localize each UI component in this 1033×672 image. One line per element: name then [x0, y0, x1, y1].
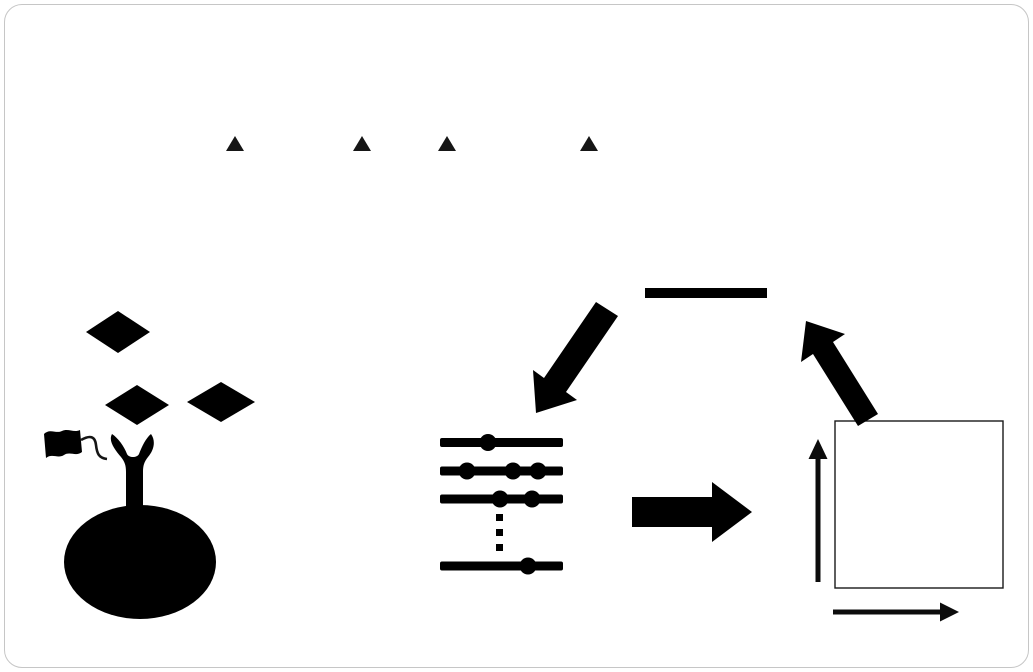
cell-ellipse: [64, 505, 216, 619]
site-triangle-icon: [226, 136, 244, 151]
mutation-dot: [458, 462, 476, 480]
rbd-diamond-icon: [105, 385, 169, 425]
rbd-diamond-icon: [86, 311, 150, 353]
x-axis-arrowhead-icon: [940, 602, 959, 622]
site-triangle-icon: [353, 136, 371, 151]
linker-segment: [224, 106, 249, 122]
facs-plot-frame: [834, 420, 1004, 589]
domain-ha: [175, 88, 224, 139]
ha-tag-connector: [80, 435, 108, 461]
facs-plot: [808, 420, 1004, 622]
lentivirus-arrow: [632, 482, 752, 542]
restriction-site-markers: [226, 136, 598, 151]
ellipsis-dot: [496, 514, 503, 521]
mutant-clone-library: [440, 434, 563, 575]
panel-b-art: [44, 311, 255, 619]
domain-tm: [694, 88, 772, 139]
domain-pd1: [248, 88, 353, 139]
clone-bar: [440, 561, 563, 571]
clone-bar: [440, 438, 563, 447]
panel-c-art: [440, 288, 1004, 622]
mutation-dot: [479, 434, 497, 451]
domain-pd2: [463, 88, 573, 139]
error-prone-pcr-arrow: [533, 302, 618, 413]
mutation-dot: [529, 462, 547, 480]
rbd-diamond-icon: [187, 382, 255, 422]
gene-segment-bar: [645, 288, 767, 298]
site-triangle-icon: [438, 136, 456, 151]
mutation-dot: [504, 462, 522, 480]
mutation-dot: [491, 490, 509, 508]
gdna-extraction-arrow: [801, 321, 878, 426]
mutation-dot: [519, 557, 537, 575]
site-triangle-icon: [580, 136, 598, 151]
domain-ss: [113, 88, 170, 139]
ha-tag-flag: [44, 430, 82, 458]
y-axis-arrowhead-icon: [808, 439, 828, 459]
ace2-receptor-icon: [110, 434, 154, 530]
mutation-dot: [523, 490, 541, 508]
ellipsis-dot: [496, 529, 503, 536]
ellipsis-dot: [496, 544, 503, 551]
facs-plot-background: [835, 421, 1003, 588]
